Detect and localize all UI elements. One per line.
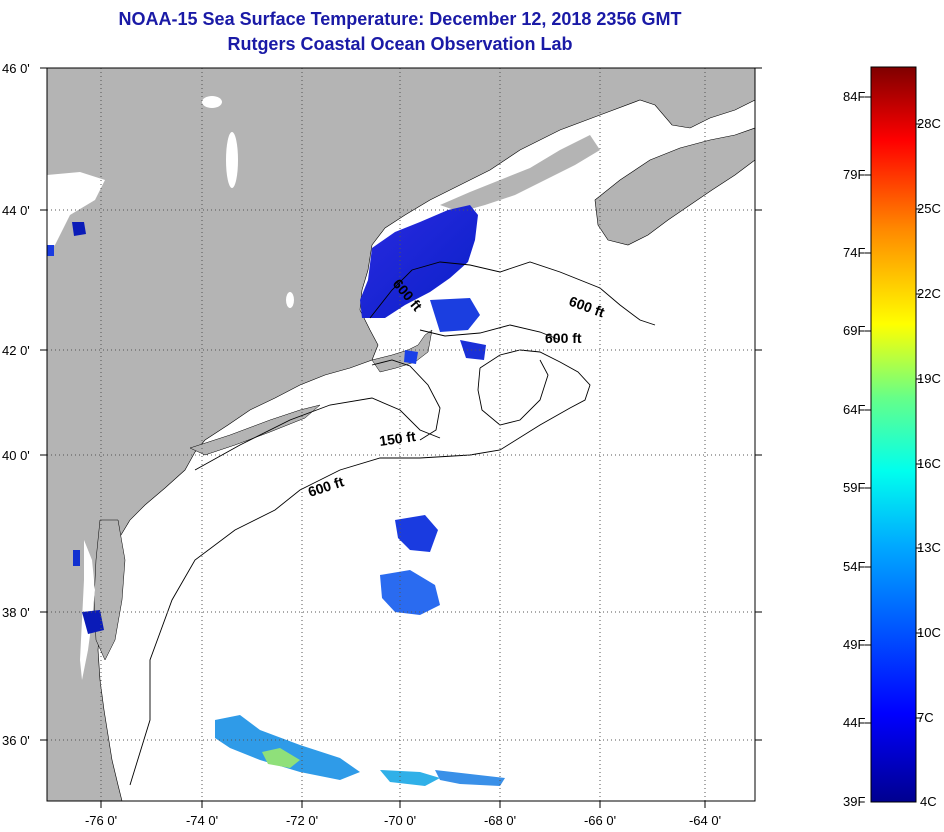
colorbar-f-label: 59F xyxy=(843,480,865,495)
colorbar-f-label: 44F xyxy=(843,715,865,730)
colorbar-c-label: 22C xyxy=(917,286,941,301)
lake xyxy=(286,292,294,308)
colorbar xyxy=(870,66,917,803)
sst-data xyxy=(47,205,505,786)
lat-label: 46 0' xyxy=(2,61,30,76)
colorbar-f-label: 54F xyxy=(843,559,865,574)
colorbar-c-label: 13C xyxy=(917,540,941,555)
colorbar-c-label: 19C xyxy=(917,371,941,386)
lat-label: 38 0' xyxy=(2,605,30,620)
colorbar-c-label: 7C xyxy=(917,710,934,725)
colorbar-f-label: 69F xyxy=(843,323,865,338)
lon-label: -70 0' xyxy=(384,813,416,828)
colorbar-f-label: 84F xyxy=(843,89,865,104)
bathymetry-contours xyxy=(129,261,656,786)
contour-label: 600 ft xyxy=(545,330,582,346)
lake xyxy=(226,132,238,188)
contour-label: 150 ft xyxy=(378,428,417,449)
colorbar-f-label: 64F xyxy=(843,402,865,417)
map-subtitle: Rutgers Coastal Ocean Observation Lab xyxy=(227,34,573,54)
land-mainland xyxy=(47,68,755,801)
lat-label: 36 0' xyxy=(2,733,30,748)
land-nova-scotia xyxy=(594,127,755,246)
axis-ticks xyxy=(40,67,762,808)
lon-label: -72 0' xyxy=(286,813,318,828)
colorbar-c-label: 10C xyxy=(917,625,941,640)
chesapeake-bay xyxy=(80,540,95,680)
lat-label: 42 0' xyxy=(2,343,30,358)
map-frame xyxy=(46,67,756,802)
lon-label: -76 0' xyxy=(85,813,117,828)
land-maine-coast xyxy=(440,135,600,212)
colorbar-f-label: 79F xyxy=(843,167,865,182)
colorbar-c-label: 16C xyxy=(917,456,941,471)
colorbar-c-label: 25C xyxy=(917,201,941,216)
colorbar-f-label: 74F xyxy=(843,245,865,260)
map-title: NOAA-15 Sea Surface Temperature: Decembe… xyxy=(118,9,682,29)
lake xyxy=(47,172,105,250)
lon-label: -68 0' xyxy=(484,813,516,828)
lon-label: -66 0' xyxy=(584,813,616,828)
lat-label: 40 0' xyxy=(2,448,30,463)
colorbar-f-label: 39F xyxy=(843,794,865,809)
colorbar-c-label: 4C xyxy=(920,794,937,809)
lat-label: 44 0' xyxy=(2,203,30,218)
colorbar-f-label: 49F xyxy=(843,637,865,652)
lake xyxy=(202,96,222,108)
colorbar-ticks xyxy=(865,96,922,724)
colorbar-c-label: 28C xyxy=(917,116,941,131)
lon-label: -64 0' xyxy=(689,813,721,828)
lon-label: -74 0' xyxy=(186,813,218,828)
